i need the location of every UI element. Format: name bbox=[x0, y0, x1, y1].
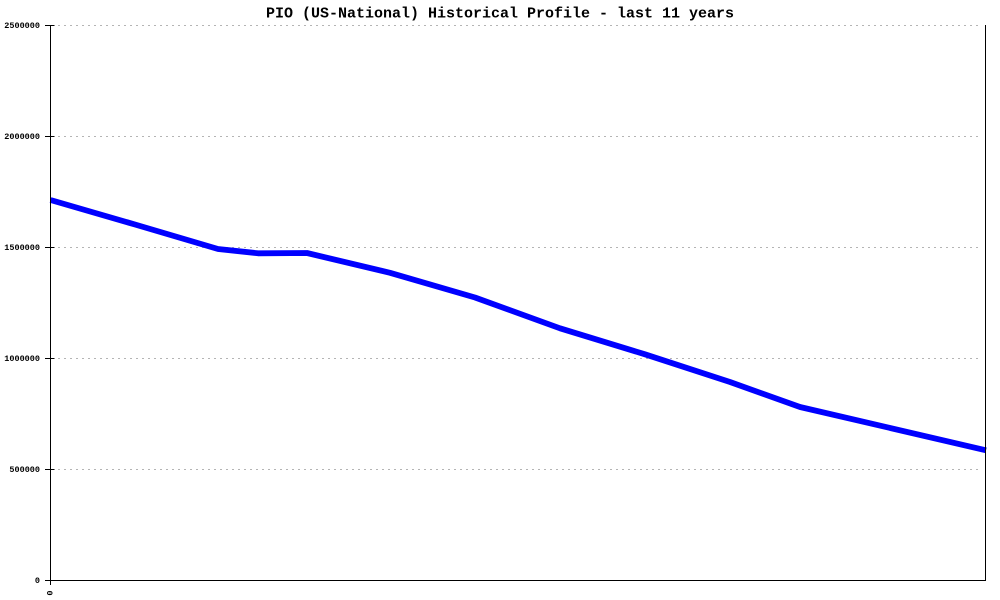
svg-text:2500000: 2500000 bbox=[4, 21, 40, 31]
svg-text:0: 0 bbox=[35, 576, 40, 586]
svg-text:0: 0 bbox=[44, 590, 54, 595]
svg-text:1000000: 1000000 bbox=[4, 354, 40, 364]
svg-text:2000000: 2000000 bbox=[4, 132, 40, 142]
svg-text:PIO (US-National) Historical P: PIO (US-National) Historical Profile - l… bbox=[266, 5, 734, 22]
svg-text:1500000: 1500000 bbox=[4, 243, 40, 253]
svg-text:500000: 500000 bbox=[9, 465, 40, 475]
